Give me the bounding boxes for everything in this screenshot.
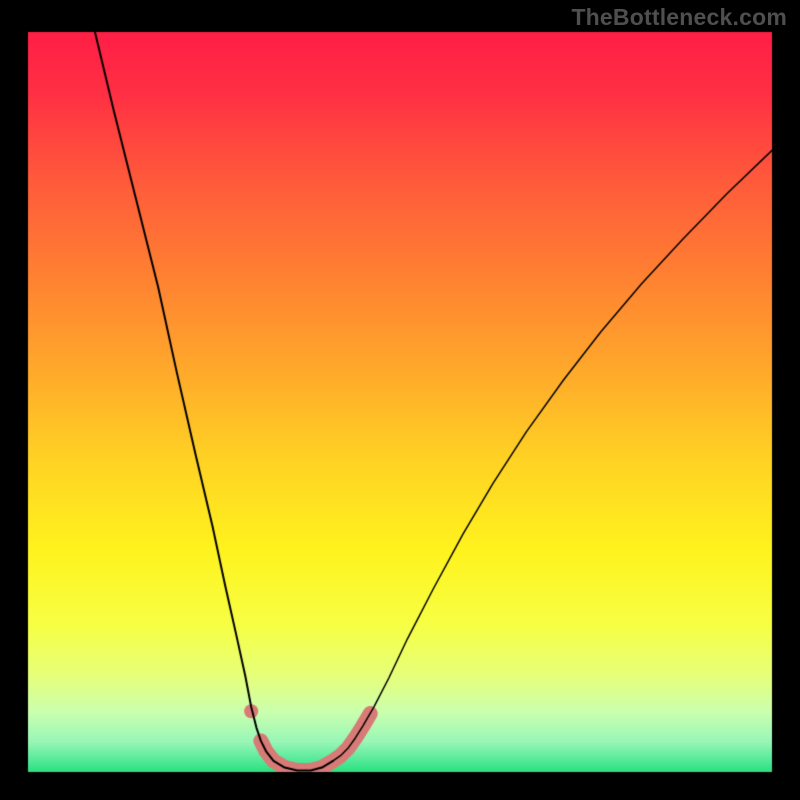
watermark-label: TheBottleneck.com xyxy=(571,4,787,31)
bottleneck-chart-canvas xyxy=(0,0,800,800)
chart-root: TheBottleneck.com xyxy=(0,0,800,800)
